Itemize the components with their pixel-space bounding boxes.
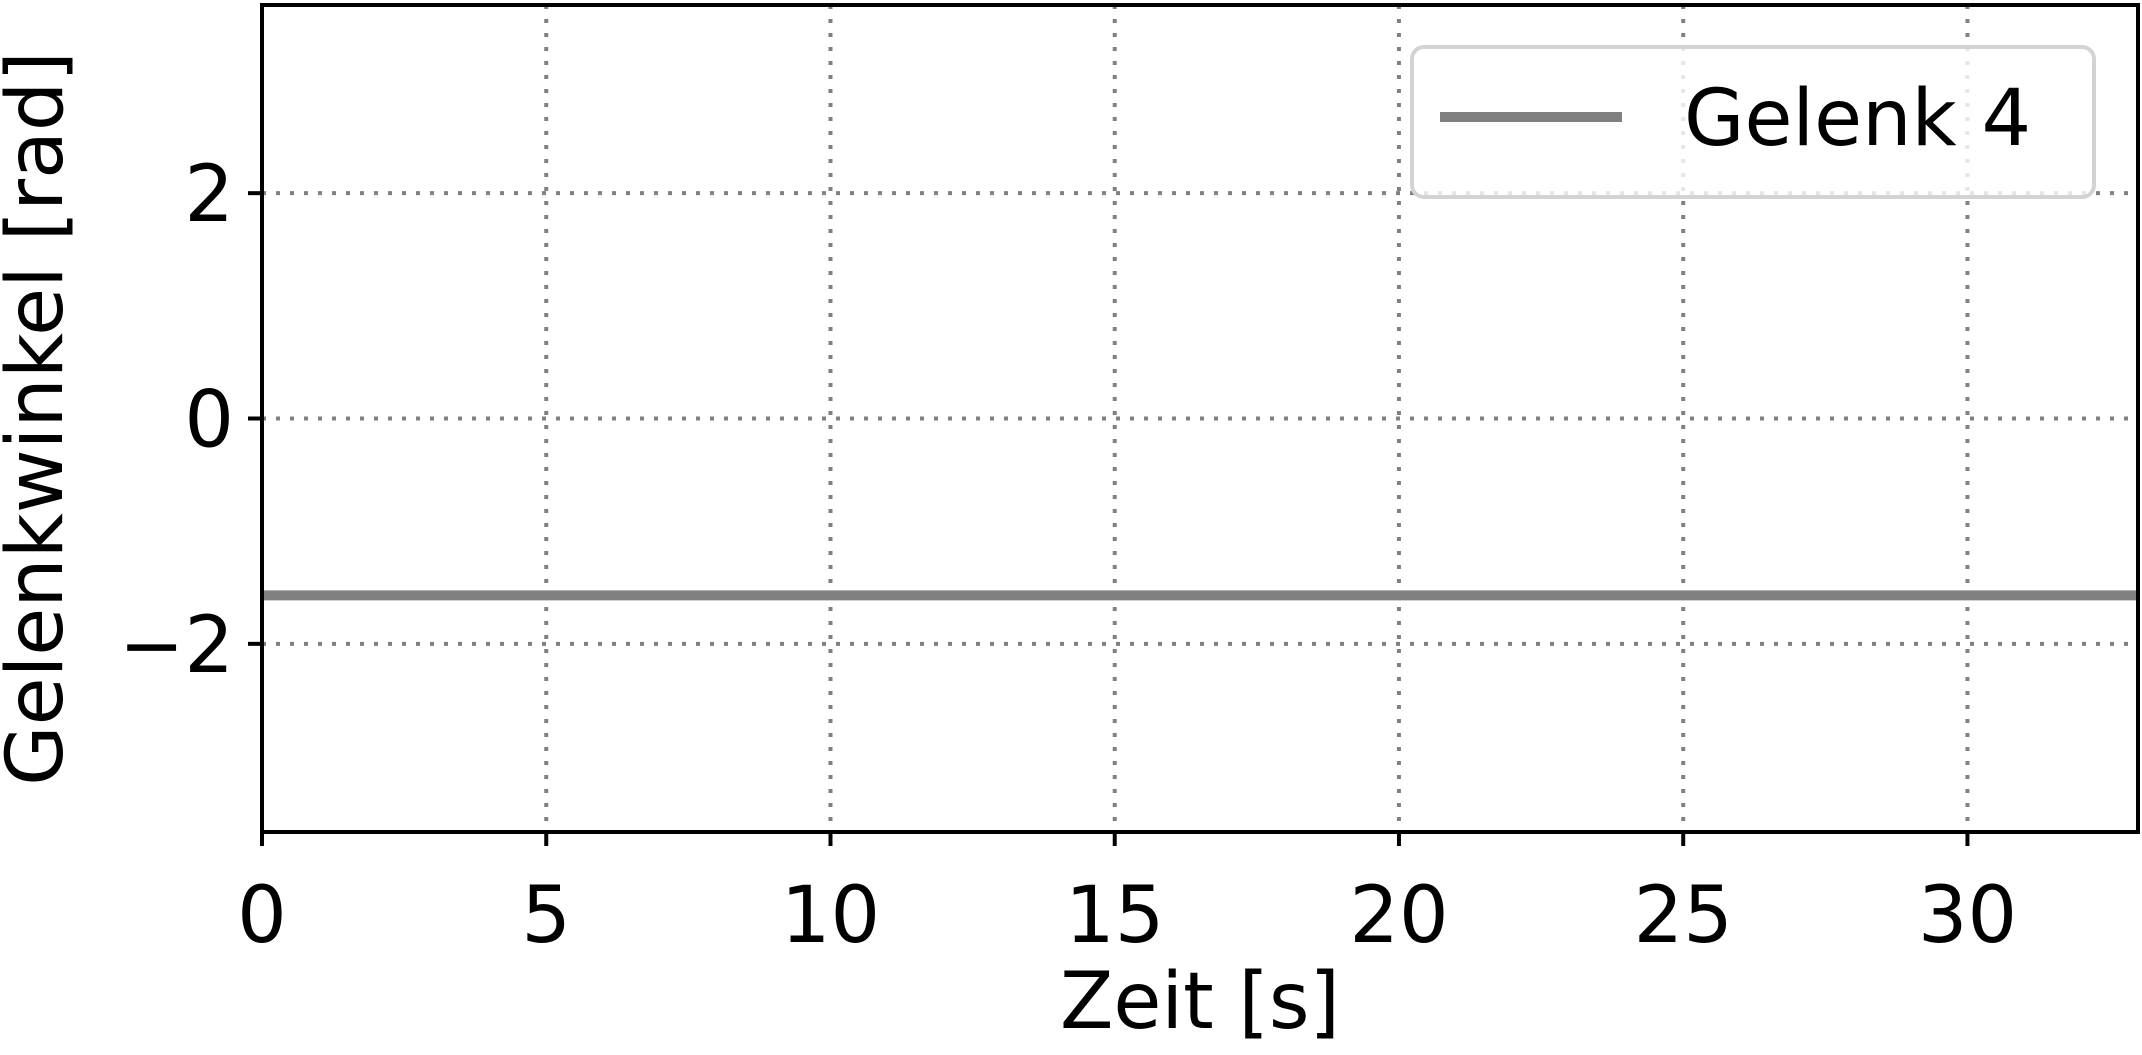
x-tick-label: 20 <box>1349 871 1448 961</box>
legend: Gelenk 4 <box>1410 45 2096 199</box>
y-tick-label: −2 <box>119 601 234 691</box>
x-tick-label: 15 <box>1065 871 1164 961</box>
x-tick-label: 30 <box>1918 871 2017 961</box>
y-axis-ticks: −2 0 2 <box>119 150 262 691</box>
legend-label-gelenk-4: Gelenk 4 <box>1684 74 2031 164</box>
x-tick-label: 0 <box>237 871 287 961</box>
legend-box <box>1410 45 2096 199</box>
x-tick-label: 5 <box>521 871 571 961</box>
y-axis-label: Gelenkwinkel [rad] <box>0 51 81 786</box>
x-tick-label: 10 <box>781 871 880 961</box>
x-axis-ticks: 0 5 10 15 20 25 30 <box>237 832 2017 961</box>
x-axis-label: Zeit [s] <box>1060 957 1340 1047</box>
y-tick-label: 2 <box>184 150 234 240</box>
y-tick-label: 0 <box>184 376 234 466</box>
x-tick-label: 25 <box>1634 871 1733 961</box>
